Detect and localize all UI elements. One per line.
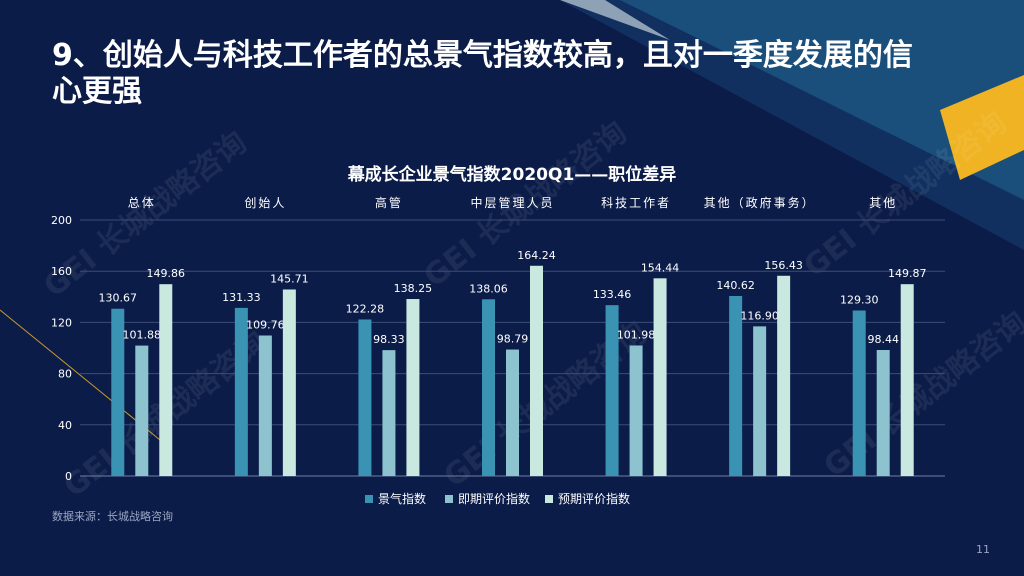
y-tick-label: 40 bbox=[58, 419, 72, 432]
data-label: 133.46 bbox=[593, 288, 632, 301]
data-label: 156.43 bbox=[764, 259, 803, 272]
bar bbox=[777, 275, 791, 476]
data-label: 154.44 bbox=[641, 261, 680, 274]
bar bbox=[135, 345, 149, 476]
category-label: 其他 bbox=[869, 196, 897, 210]
y-tick-label: 200 bbox=[51, 214, 72, 227]
data-label: 130.67 bbox=[99, 292, 138, 305]
data-label: 109.76 bbox=[246, 319, 285, 332]
page-number: 11 bbox=[976, 543, 990, 556]
bar bbox=[530, 265, 543, 476]
bar bbox=[258, 335, 272, 476]
deco-band-blue bbox=[620, 0, 1024, 200]
bar bbox=[159, 284, 173, 476]
y-tick-label: 160 bbox=[51, 265, 72, 278]
data-label: 145.71 bbox=[270, 272, 309, 285]
bar bbox=[482, 299, 495, 476]
legend-label: 预期评价指数 bbox=[558, 491, 630, 506]
category-label: 科技工作者 bbox=[601, 196, 671, 210]
deco-stripe-gray bbox=[560, 0, 670, 40]
bar bbox=[358, 319, 372, 476]
deco-stripe-gold bbox=[940, 75, 1024, 180]
bar bbox=[852, 310, 866, 476]
category-label: 创始人 bbox=[244, 196, 286, 210]
data-label: 98.79 bbox=[497, 333, 529, 346]
data-label: 98.33 bbox=[373, 333, 405, 346]
legend-label: 即期评价指数 bbox=[458, 491, 530, 506]
bar bbox=[605, 305, 619, 476]
category-label: 中层管理人员 bbox=[470, 195, 554, 210]
bar bbox=[653, 278, 667, 476]
data-label: 116.90 bbox=[740, 309, 779, 322]
data-label: 98.44 bbox=[867, 333, 899, 346]
chart-title: 幕成长企业景气指数2020Q1——职位差异 bbox=[347, 165, 677, 185]
category-label: 高管 bbox=[375, 195, 403, 210]
bar bbox=[753, 326, 767, 476]
data-label: 149.86 bbox=[147, 267, 186, 280]
bar bbox=[629, 345, 643, 476]
data-label: 129.30 bbox=[840, 293, 879, 306]
deco-line bbox=[0, 309, 161, 441]
data-source: 数据来源：长城战略咨询 bbox=[52, 510, 173, 523]
slide-title: 9、创始人与科技工作者的总景气指数较高，且对一季度发展的信心更强 bbox=[52, 38, 913, 109]
bar bbox=[876, 349, 890, 476]
bar bbox=[729, 296, 743, 476]
bar bbox=[234, 307, 248, 476]
bar bbox=[506, 349, 519, 476]
data-label: 101.98 bbox=[617, 328, 656, 341]
legend-label: 景气指数 bbox=[378, 491, 426, 506]
data-label: 164.24 bbox=[517, 249, 556, 262]
data-label: 140.62 bbox=[716, 279, 755, 292]
legend-swatch bbox=[365, 495, 373, 503]
bar bbox=[282, 289, 296, 476]
bar bbox=[900, 284, 914, 476]
data-label: 138.06 bbox=[469, 282, 508, 295]
y-tick-label: 120 bbox=[51, 316, 72, 329]
legend-swatch bbox=[445, 495, 453, 503]
data-label: 138.25 bbox=[394, 282, 433, 295]
category-label: 总体 bbox=[128, 196, 156, 210]
category-label: 其他（政府事务） bbox=[704, 195, 816, 210]
bar bbox=[382, 350, 396, 476]
data-label: 131.33 bbox=[222, 291, 261, 304]
bar bbox=[406, 299, 420, 476]
data-label: 101.88 bbox=[123, 329, 162, 342]
legend-swatch bbox=[545, 495, 553, 503]
y-tick-label: 0 bbox=[65, 470, 72, 483]
data-label: 149.87 bbox=[888, 267, 927, 280]
bar bbox=[111, 308, 125, 476]
data-label: 122.28 bbox=[346, 302, 385, 315]
y-tick-label: 80 bbox=[58, 368, 72, 381]
